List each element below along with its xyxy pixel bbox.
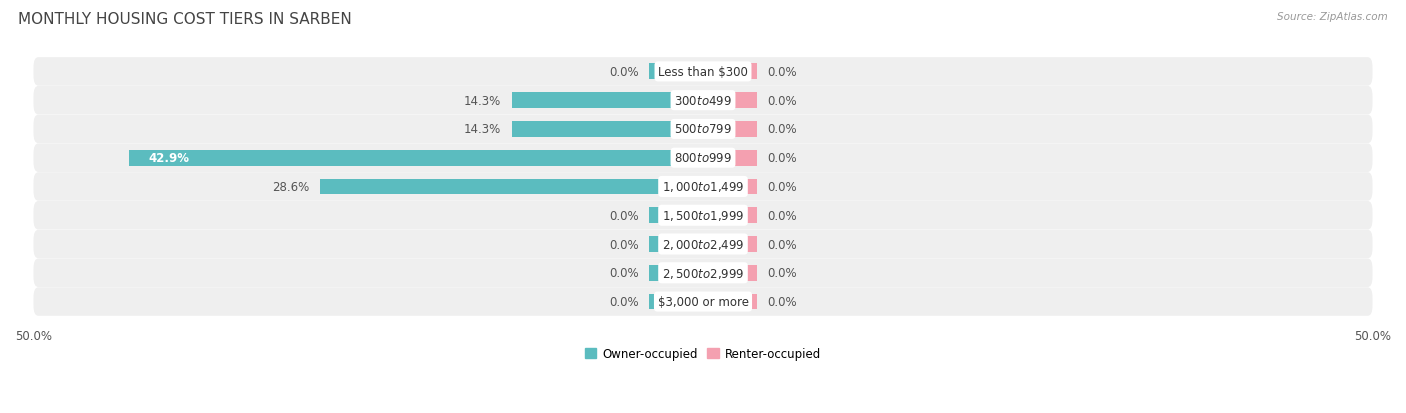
Text: 0.0%: 0.0% (768, 267, 797, 280)
Text: 0.0%: 0.0% (768, 209, 797, 222)
Text: 0.0%: 0.0% (609, 209, 638, 222)
Text: 0.0%: 0.0% (768, 95, 797, 107)
Bar (650, 265, 703, 281)
FancyBboxPatch shape (34, 87, 1372, 115)
Text: 0.0%: 0.0% (609, 66, 638, 79)
FancyBboxPatch shape (34, 259, 1372, 287)
Text: $500 to $799: $500 to $799 (673, 123, 733, 136)
Text: 14.3%: 14.3% (464, 123, 501, 136)
FancyBboxPatch shape (34, 115, 1372, 144)
Text: $800 to $999: $800 to $999 (673, 152, 733, 165)
Text: $1,500 to $1,999: $1,500 to $1,999 (662, 209, 744, 223)
Text: 0.0%: 0.0% (768, 123, 797, 136)
Text: 0.0%: 0.0% (609, 267, 638, 280)
Bar (703, 93, 756, 109)
Text: $2,000 to $2,499: $2,000 to $2,499 (662, 237, 744, 252)
Text: $3,000 or more: $3,000 or more (658, 295, 748, 308)
Bar (128, 150, 703, 166)
Bar (321, 179, 703, 195)
FancyBboxPatch shape (34, 202, 1372, 230)
Bar (703, 265, 756, 281)
Text: 0.0%: 0.0% (768, 180, 797, 194)
Text: Less than $300: Less than $300 (658, 66, 748, 79)
Bar (650, 237, 703, 252)
Text: 14.3%: 14.3% (464, 95, 501, 107)
Text: 0.0%: 0.0% (609, 295, 638, 308)
Bar (703, 237, 756, 252)
Bar (650, 64, 703, 80)
Bar (650, 208, 703, 223)
Bar (703, 150, 756, 166)
Text: 0.0%: 0.0% (768, 295, 797, 308)
Bar (650, 294, 703, 310)
FancyBboxPatch shape (34, 230, 1372, 259)
Text: 0.0%: 0.0% (768, 152, 797, 165)
FancyBboxPatch shape (34, 58, 1372, 86)
Text: $300 to $499: $300 to $499 (673, 95, 733, 107)
Bar (512, 122, 703, 138)
Bar (512, 93, 703, 109)
Bar (703, 208, 756, 223)
Bar (703, 122, 756, 138)
Bar (703, 294, 756, 310)
Text: $1,000 to $1,499: $1,000 to $1,499 (662, 180, 744, 194)
Text: MONTHLY HOUSING COST TIERS IN SARBEN: MONTHLY HOUSING COST TIERS IN SARBEN (18, 12, 352, 27)
Text: 28.6%: 28.6% (273, 180, 309, 194)
Legend: Owner-occupied, Renter-occupied: Owner-occupied, Renter-occupied (579, 342, 827, 365)
FancyBboxPatch shape (34, 144, 1372, 173)
FancyBboxPatch shape (34, 173, 1372, 201)
Text: 0.0%: 0.0% (768, 66, 797, 79)
Bar (703, 64, 756, 80)
Text: 0.0%: 0.0% (768, 238, 797, 251)
Text: 42.9%: 42.9% (149, 152, 190, 165)
Bar (703, 179, 756, 195)
FancyBboxPatch shape (34, 287, 1372, 316)
Text: Source: ZipAtlas.com: Source: ZipAtlas.com (1277, 12, 1388, 22)
Text: 0.0%: 0.0% (609, 238, 638, 251)
Text: $2,500 to $2,999: $2,500 to $2,999 (662, 266, 744, 280)
